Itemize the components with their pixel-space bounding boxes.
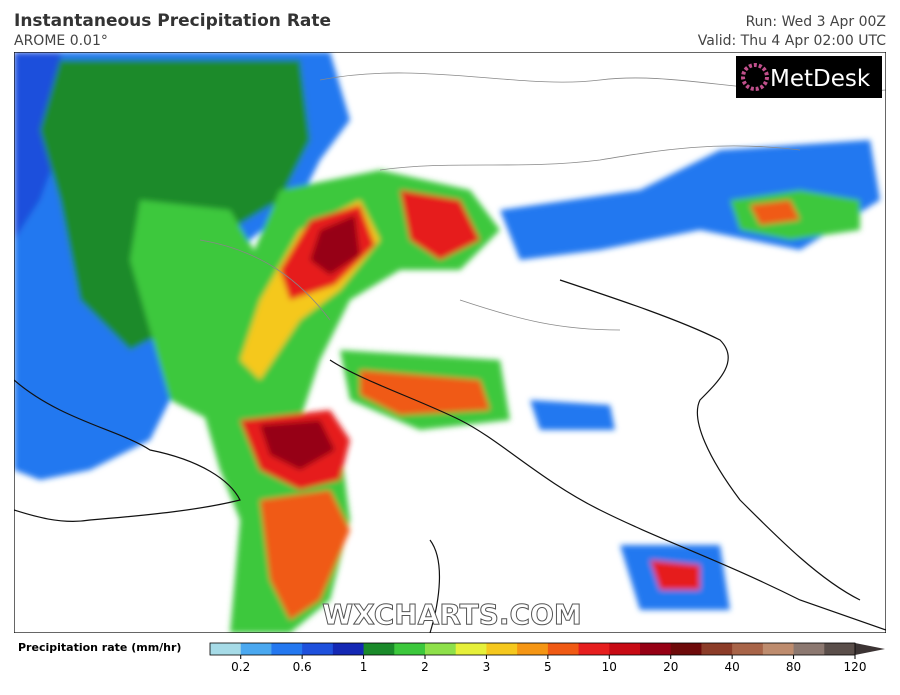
colorbar-segment: [609, 643, 641, 655]
colorbar-tick-label: 10: [602, 660, 617, 674]
colorbar-segment: [210, 643, 242, 655]
colorbar-segment: [455, 643, 487, 655]
logo: MetDesk: [736, 56, 882, 98]
colorbar-segment: [670, 643, 702, 655]
colorbar-segment: [332, 643, 365, 655]
colorbar-segment: [240, 643, 272, 655]
coastlines: [14, 279, 886, 633]
colorbar-segment: [547, 643, 580, 655]
map: WXCHARTS.COM: [14, 52, 886, 633]
colorbar-segment: [394, 643, 426, 655]
colorbar-tick-label: 40: [725, 660, 740, 674]
colorbar-segment: [271, 643, 303, 655]
colorbar-segment: [732, 643, 764, 655]
valid-time: Valid: Thu 4 Apr 02:00 UTC: [698, 33, 886, 49]
colorbar-tick-label: 120: [844, 660, 867, 674]
colorbar-segment: [425, 643, 457, 655]
watermark: WXCHARTS.COM: [322, 598, 582, 631]
colorbar-segment: [762, 643, 795, 655]
colorbar-tick-label: 2: [421, 660, 429, 674]
colorbar: 0.2 0.6 1 2 3 5 10 20 40 80 120: [209, 642, 885, 674]
colorbar-segment: [578, 643, 610, 655]
colorbar-segment: [640, 643, 672, 655]
colorbar-tick-label: 80: [786, 660, 801, 674]
colorbar-label: Precipitation rate (mm/hr): [18, 641, 181, 654]
logo-text: MetDesk: [770, 66, 871, 92]
run: Run: Wed 3 Apr 00Z: [746, 14, 886, 30]
colorbar-arrow: [855, 643, 885, 655]
colorbar-segment: [824, 643, 856, 655]
colorbar-tick-label: 20: [663, 660, 678, 674]
colorbar-segment: [517, 643, 549, 655]
colorbar-outline: [209, 642, 856, 656]
colorbar-segment: [701, 643, 733, 655]
colorbar-tick-label: 5: [544, 660, 552, 674]
colorbar-tick-label: 0.6: [293, 660, 312, 674]
colorbar-segment: [793, 643, 825, 655]
colorbar-segment: [302, 643, 334, 655]
colorbar-tick-label: 1: [360, 660, 368, 674]
colorbar-segment: [486, 643, 518, 655]
precipitation: [14, 52, 880, 633]
colorbar-tick-label: 3: [483, 660, 491, 674]
title: Instantaneous Precipitation Rate: [14, 11, 331, 31]
model: AROME 0.01°: [14, 33, 108, 49]
colorbar-segment: [363, 643, 395, 655]
colorbar-tick-label: 0.2: [231, 660, 250, 674]
